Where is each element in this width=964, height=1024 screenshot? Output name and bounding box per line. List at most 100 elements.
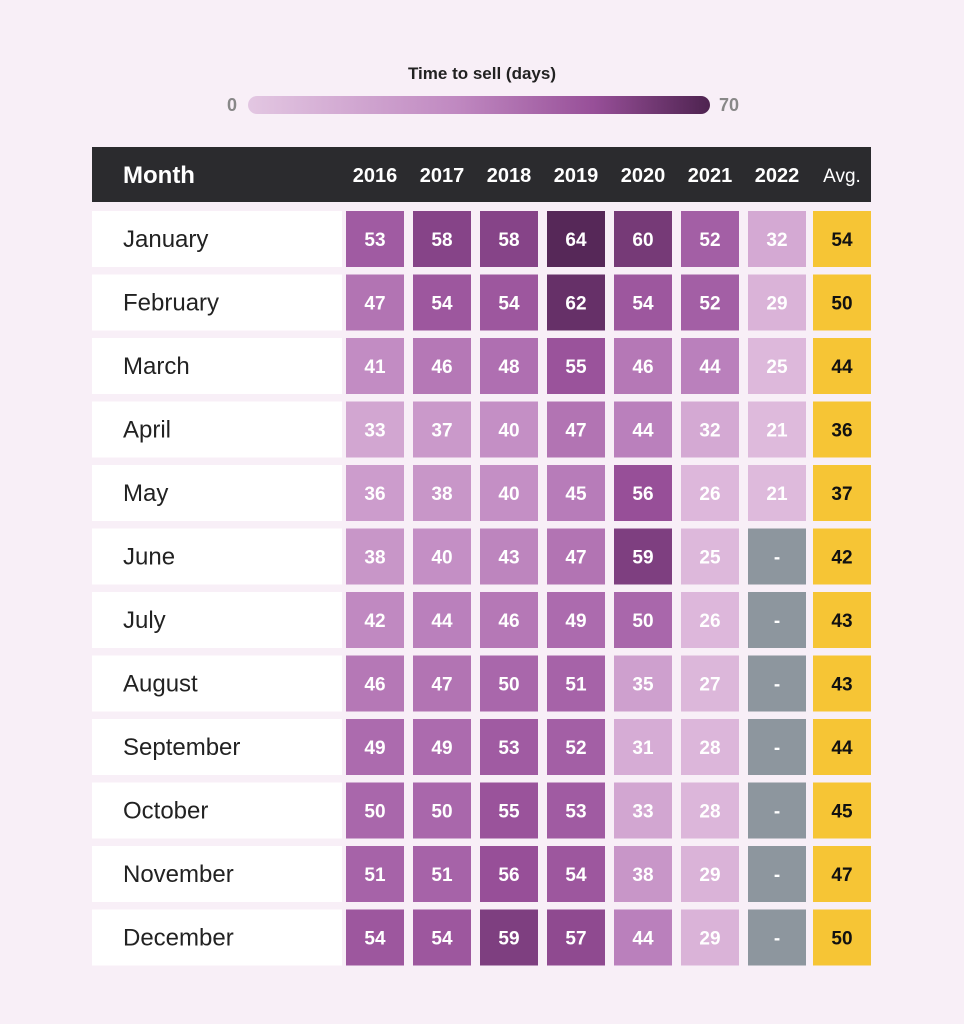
heatmap-cell	[547, 528, 605, 585]
cell-value: 38	[364, 548, 385, 569]
cell-value: 25	[766, 357, 788, 378]
cell-value: 49	[565, 611, 586, 632]
cell-value: -	[774, 611, 780, 632]
heatmap-cell	[748, 719, 806, 775]
heatmap-cell	[748, 401, 806, 458]
cell-value: 54	[498, 294, 520, 315]
cell-value: 55	[565, 357, 587, 378]
cell-value: 43	[498, 548, 519, 569]
cell-value: 37	[431, 421, 452, 442]
heatmap-cell	[748, 338, 806, 394]
avg-value: 37	[831, 484, 852, 505]
column-header-year: 2022	[755, 165, 800, 187]
heatmap-cell	[681, 592, 739, 648]
cell-value: 54	[565, 865, 587, 886]
column-header-year: 2018	[487, 165, 532, 187]
heatmap-cell	[614, 655, 672, 712]
cell-value: 45	[565, 484, 587, 505]
avg-value: 50	[831, 929, 852, 950]
row-label-bg	[92, 655, 342, 712]
column-header-avg: Avg.	[823, 166, 861, 187]
heatmap-cell	[413, 846, 471, 902]
heatmap-cell	[346, 909, 404, 966]
legend-min-label: 0	[227, 95, 238, 115]
heatmap-cell	[614, 846, 672, 902]
heatmap-cell	[614, 782, 672, 839]
heatmap-cell	[547, 338, 605, 394]
cell-value: 58	[498, 230, 519, 251]
row-label-bg	[92, 909, 342, 966]
row-label: January	[123, 226, 208, 253]
cell-value: 26	[699, 484, 720, 505]
cell-value: 21	[766, 484, 788, 505]
cell-value: 41	[364, 357, 386, 378]
heatmap-cell	[413, 655, 471, 712]
row-label: April	[123, 417, 171, 444]
heatmap-cell	[480, 338, 538, 394]
avg-cell	[813, 465, 871, 521]
cell-value: 56	[498, 865, 519, 886]
heatmap-cell	[547, 401, 605, 458]
cell-value: 59	[498, 929, 519, 950]
heatmap-cell	[547, 211, 605, 267]
row-label-bg	[92, 592, 342, 648]
cell-value: -	[774, 865, 780, 886]
avg-cell	[813, 592, 871, 648]
heatmap-cell	[413, 465, 471, 521]
avg-cell	[813, 528, 871, 585]
avg-value: 42	[831, 548, 852, 569]
cell-value: -	[774, 548, 780, 569]
avg-cell	[813, 909, 871, 966]
cell-value: 54	[632, 294, 654, 315]
heatmap-cell	[480, 719, 538, 775]
cell-value: 28	[699, 802, 720, 823]
row-label: September	[123, 734, 240, 761]
cell-value: 21	[766, 421, 788, 442]
cell-value: 46	[632, 357, 653, 378]
heatmap-cell	[614, 274, 672, 331]
cell-value: 59	[632, 548, 653, 569]
cell-value: 53	[565, 802, 586, 823]
heatmap-cell	[748, 592, 806, 648]
cell-value: 35	[632, 675, 654, 696]
heatmap-cell	[614, 401, 672, 458]
row-label: March	[123, 353, 190, 380]
heatmap-cell	[547, 592, 605, 648]
legend-color-bar	[248, 96, 710, 114]
column-header-year: 2020	[621, 165, 666, 187]
avg-cell	[813, 846, 871, 902]
heatmap-cell	[413, 719, 471, 775]
heatmap-cell	[614, 338, 672, 394]
heatmap-cell	[480, 274, 538, 331]
heatmap-cell	[413, 401, 471, 458]
heatmap-cell	[480, 465, 538, 521]
heatmap-cell	[480, 782, 538, 839]
cell-value: 27	[699, 675, 720, 696]
heatmap-cell	[413, 592, 471, 648]
cell-value: 33	[632, 802, 653, 823]
heatmap-cell	[346, 782, 404, 839]
cell-value: 50	[498, 675, 519, 696]
column-header-month: Month	[123, 162, 195, 189]
heatmap-cell	[681, 274, 739, 331]
cell-value: 38	[431, 484, 452, 505]
heatmap-cell	[346, 719, 404, 775]
cell-value: 54	[431, 929, 453, 950]
heatmap-cell	[681, 846, 739, 902]
column-header-year: 2021	[688, 165, 733, 187]
heatmap-cell	[547, 719, 605, 775]
cell-value: 32	[699, 421, 720, 442]
cell-value: 49	[431, 738, 452, 759]
cell-value: 62	[565, 294, 586, 315]
heatmap-cell	[413, 338, 471, 394]
cell-value: 53	[498, 738, 519, 759]
avg-cell	[813, 211, 871, 267]
cell-value: 55	[498, 802, 520, 823]
heatmap-cell	[346, 528, 404, 585]
heatmap-cell	[681, 211, 739, 267]
cell-value: 50	[431, 802, 452, 823]
cell-value: 51	[565, 675, 587, 696]
cell-value: 50	[364, 802, 385, 823]
avg-cell	[813, 401, 871, 458]
heatmap-cell	[547, 782, 605, 839]
